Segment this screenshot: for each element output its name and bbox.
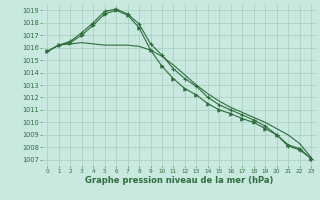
X-axis label: Graphe pression niveau de la mer (hPa): Graphe pression niveau de la mer (hPa) [85,176,273,185]
